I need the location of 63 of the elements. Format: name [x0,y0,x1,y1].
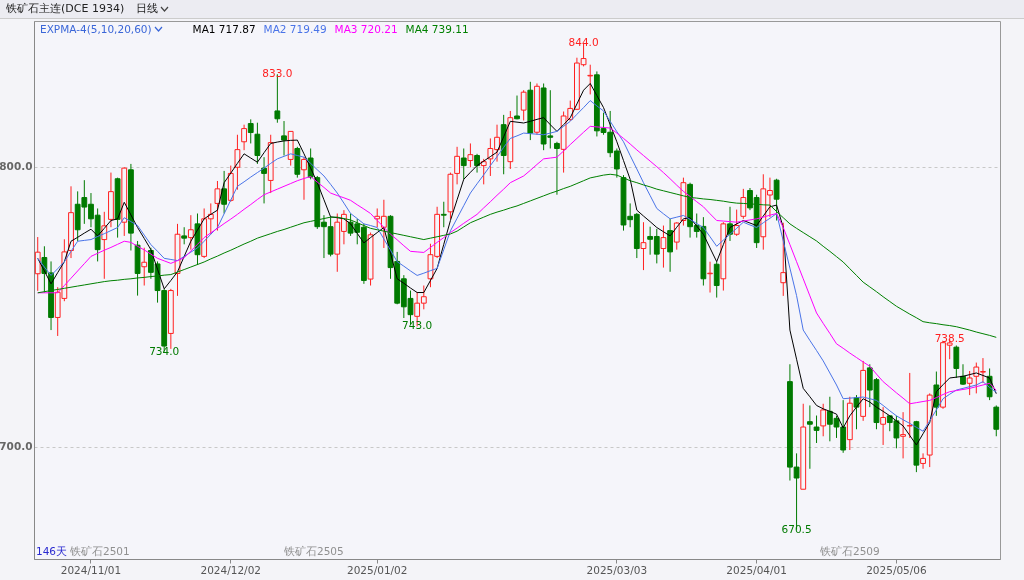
candlestick [520,89,527,121]
text: MA1 717.87 [192,23,256,35]
candlestick [920,452,926,470]
candlestick [301,156,307,201]
x-tick-label: 2025/03/03 [586,563,648,576]
candlestick [454,146,460,185]
text: MA3 720.21 [334,23,398,35]
candlestick [467,142,474,168]
candlestick [640,221,647,271]
candlestick [773,178,780,222]
candlestick [440,201,447,228]
candlestick [141,247,148,287]
annotation: 738.5 [934,332,965,345]
text: MA2 719.49 [263,23,327,35]
candlestick [187,214,194,251]
annotation: 铁矿石2501 [69,545,130,557]
annotation: 146天 [36,545,68,557]
annotation: 670.5 [781,522,812,535]
candlestick [234,134,241,191]
candlestick [254,122,261,165]
annotation: 734.0 [149,344,180,357]
candlestick [813,415,820,444]
candlestick [960,363,966,386]
candlestick [673,221,680,251]
x-tick-label: 2024/12/02 [200,563,262,576]
y-tick-label: 800.0 [0,160,33,173]
candlestick [820,403,827,437]
candlestick [966,370,973,396]
candlestick [806,404,813,470]
x-tick-label: 2025/01/02 [346,563,408,576]
candlestick [953,344,960,379]
candlestick [900,411,906,459]
candlestick [214,180,221,232]
candlestick [660,225,667,269]
candlestick [993,404,1000,437]
annotation: 844.0 [568,36,599,49]
candlestick [667,218,673,273]
x-tick-label: 2024/11/01 [60,563,122,576]
candlestick [880,406,887,446]
annotation: 833.0 [262,67,293,80]
annotation: 铁矿石2505 [283,545,344,557]
candlestick [261,156,267,204]
candlestick [853,394,860,430]
candlestick [587,64,594,95]
y-tick-label: 700.0 [0,440,33,453]
candlestick [241,124,247,151]
x-tick-label: 2025/05/06 [866,563,927,576]
chart-title: 铁矿石主连(DCE 1934) [6,1,125,17]
annotation: 743.0 [402,319,433,332]
candlestick [713,261,720,299]
candlestick [740,188,747,220]
legend-title: EXPMA-4(5,10,20,60) [40,23,152,35]
candlestick [221,170,228,214]
text: MA4 739.11 [405,23,469,35]
annotation: 铁矿石2509 [819,545,880,557]
candlestick [474,153,480,174]
candlestick [281,120,287,156]
x-tick-label: 2025/04/01 [726,563,787,576]
candlestick [460,147,467,180]
candlestick [906,372,913,439]
chart-subtitle: 日线 [136,1,159,17]
candlestick [247,118,254,144]
candlestick [480,158,487,185]
